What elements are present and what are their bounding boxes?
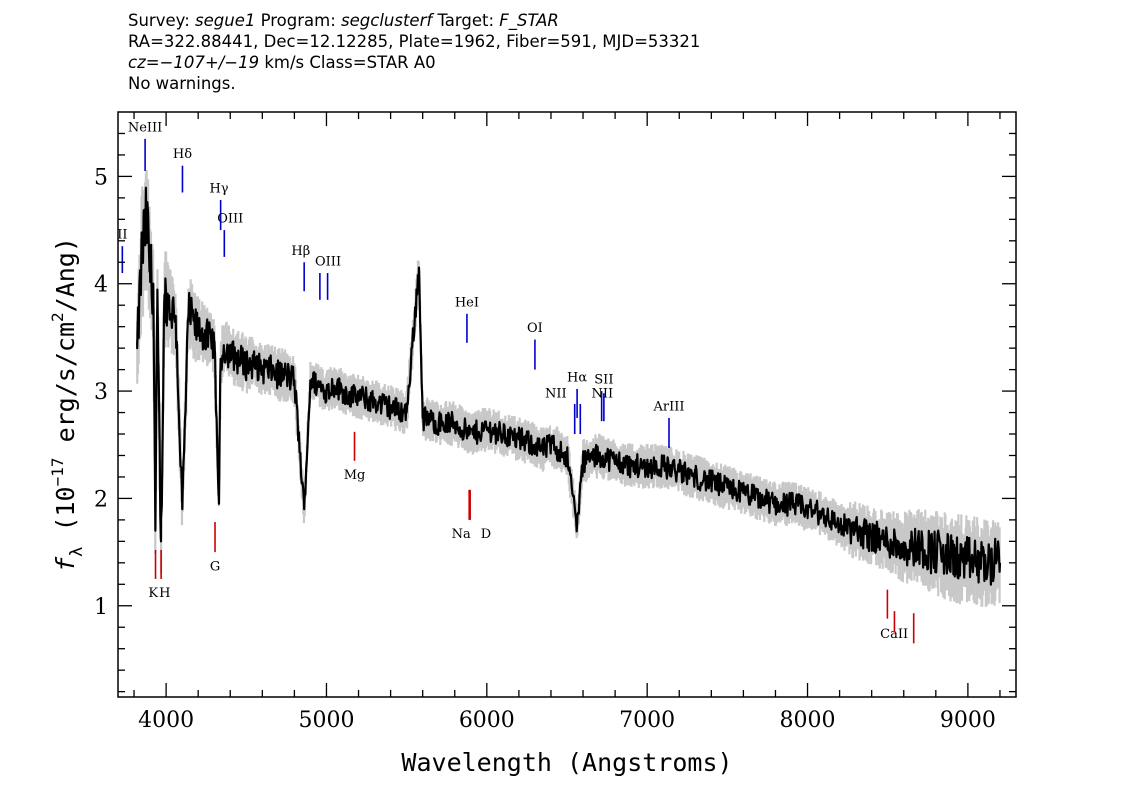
y-axis-close: /Ang) — [51, 237, 80, 312]
flux-series — [136, 186, 1002, 586]
absorption-line-label: D — [481, 527, 491, 542]
y-axis-title: fλ (10−17 erg/s/cm2/Ang) — [48, 237, 87, 572]
absorption-line-label: Mg — [344, 468, 366, 483]
emission-line-label: Hβ — [291, 244, 310, 259]
emission-line-label: Hα — [567, 370, 587, 385]
header-line-coordinates: RA=322.88441, Dec=12.12285, Plate=1962, … — [128, 32, 701, 51]
header-line-survey: Survey: segue1 Program: segclusterf Targ… — [128, 10, 700, 31]
header-line-redshift: cz=−107+/−19 km/s Class=STAR A0 — [128, 52, 700, 73]
y-tick-label: 3 — [94, 380, 108, 405]
x-tick-label: 9000 — [940, 708, 996, 733]
emission-line-label: HeI — [455, 295, 479, 310]
y-axis-open: (10 — [51, 486, 80, 546]
class-value: km/s Class=STAR A0 — [259, 53, 436, 72]
y-tick-label: 4 — [94, 273, 108, 298]
emission-line-label: Hδ — [173, 147, 192, 162]
target-value: F_STAR — [499, 11, 559, 30]
absorption-line-label: K — [148, 586, 158, 601]
axis-ticks: 4000 5000 6000 7000 8000 9000 1 2 3 4 5 — [94, 112, 1016, 733]
survey-value: segue1 — [195, 11, 256, 30]
x-axis-title: Wavelength (Angstroms) — [401, 748, 732, 777]
header-line-warnings: No warnings. — [128, 74, 236, 93]
emission-line-label: SII — [594, 373, 613, 388]
absorption-line-label: Na — [452, 527, 471, 542]
x-tick-label: 6000 — [459, 708, 515, 733]
emission-line-label: OIII — [217, 212, 243, 227]
emission-line-label: II — [117, 228, 127, 243]
emission-line-label: NeIII — [128, 120, 162, 135]
y-axis-sub: λ — [67, 547, 87, 557]
y-tick-label: 2 — [94, 487, 108, 512]
spectrum-header: Survey: segue1 Program: segclusterf Targ… — [128, 10, 700, 94]
y-axis-exp1: −17 — [48, 457, 67, 486]
y-tick-label: 1 — [94, 595, 108, 620]
emission-line-label: NII — [545, 387, 567, 402]
x-tick-label: 5000 — [298, 708, 354, 733]
y-tick-label: 5 — [94, 165, 108, 190]
emission-line-label: OIII — [315, 254, 341, 269]
absorption-line-label: H — [159, 586, 170, 601]
y-axis-f: f — [51, 556, 80, 572]
x-tick-label: 8000 — [780, 708, 836, 733]
emission-line-label: Hγ — [209, 182, 228, 197]
x-tick-label: 4000 — [138, 708, 194, 733]
program-label: Program: — [260, 11, 336, 30]
plot-frame — [117, 111, 1017, 698]
emission-line-label: OI — [527, 321, 543, 336]
target-label: Target: — [437, 11, 495, 30]
y-axis-mid: erg/s/cm — [51, 322, 80, 457]
x-tick-label: 7000 — [619, 708, 675, 733]
absorption-line-label: G — [210, 559, 220, 574]
cz-value: cz=−107+/−19 — [128, 53, 260, 72]
emission-line-label: ArIII — [652, 399, 684, 414]
absorption-line-label: CaII — [880, 627, 908, 642]
survey-label: Survey: — [128, 11, 190, 30]
y-axis-exp2: 2 — [48, 312, 67, 322]
emission-line-label: NII — [591, 387, 613, 402]
program-value: segclusterf — [341, 11, 433, 30]
flux-line — [136, 186, 1002, 586]
